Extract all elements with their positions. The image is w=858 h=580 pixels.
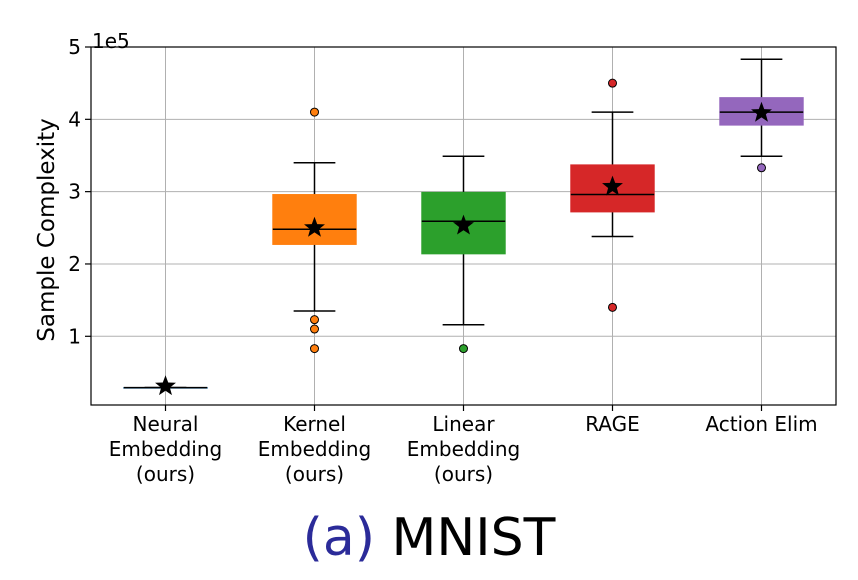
box-group bbox=[123, 375, 208, 396]
outlier-point bbox=[608, 78, 617, 88]
x-tick-label: Neural Embedding (ours) bbox=[109, 412, 222, 486]
figure-caption: (a) MNIST bbox=[0, 508, 858, 568]
outlier-point bbox=[459, 344, 468, 354]
y-tick-label: 2 bbox=[68, 252, 81, 276]
mean-star-marker bbox=[453, 214, 474, 235]
y-tick-label: 5 bbox=[68, 35, 81, 59]
caption-title: MNIST bbox=[391, 508, 556, 568]
x-tick-label: Action Elim bbox=[705, 412, 817, 436]
x-tick-label: Linear Embedding (ours) bbox=[407, 412, 520, 486]
y-axis-label: Sample Complexity bbox=[34, 118, 60, 341]
x-tick-label-line: Kernel bbox=[283, 412, 346, 436]
x-tick-label-line: Embedding bbox=[407, 437, 520, 461]
x-tick-label-line: Embedding bbox=[109, 437, 222, 461]
outlier-point bbox=[310, 107, 319, 117]
box-series bbox=[123, 58, 804, 396]
mean-star-marker bbox=[602, 175, 623, 196]
x-tick-label-line: Neural bbox=[133, 412, 199, 436]
outlier-point bbox=[310, 344, 319, 354]
box-group bbox=[719, 58, 804, 173]
mean-star-marker bbox=[155, 375, 176, 396]
outlier-point bbox=[310, 315, 319, 325]
caption-label: (a) bbox=[302, 508, 376, 568]
outlier-point bbox=[757, 163, 766, 173]
box-group bbox=[570, 78, 655, 312]
outlier-point bbox=[310, 324, 319, 334]
y-axis-multiplier: 1e5 bbox=[92, 29, 130, 53]
y-tick-label: 3 bbox=[68, 180, 81, 204]
y-tick-label: 4 bbox=[68, 107, 81, 131]
x-tick-label-line: Linear bbox=[432, 412, 495, 436]
x-tick-label-line: RAGE bbox=[585, 412, 640, 436]
x-tick-label-line: (ours) bbox=[434, 462, 493, 486]
x-tick-label: Kernel Embedding (ours) bbox=[258, 412, 371, 486]
x-tick-label-line: Embedding bbox=[258, 437, 371, 461]
mean-star-marker bbox=[751, 101, 772, 122]
box-group bbox=[421, 155, 506, 354]
mean-star-marker bbox=[304, 216, 325, 237]
x-axis-ticks: Neural Embedding (ours)Kernel Embedding (our… bbox=[109, 405, 818, 486]
outlier-point bbox=[608, 302, 617, 312]
x-tick-label-line: Action Elim bbox=[705, 412, 817, 436]
box-group bbox=[272, 107, 357, 354]
x-tick-label-line: (ours) bbox=[136, 462, 195, 486]
x-tick-label-line: (ours) bbox=[285, 462, 344, 486]
y-axis-ticks: 1 2 3 4 5 bbox=[68, 35, 91, 348]
y-tick-label: 1 bbox=[68, 324, 81, 348]
x-tick-label: RAGE bbox=[585, 412, 640, 436]
